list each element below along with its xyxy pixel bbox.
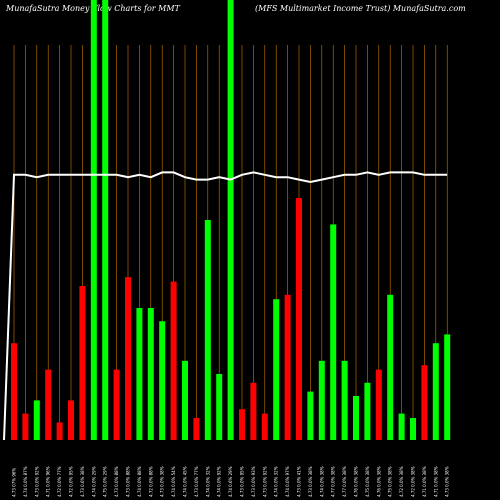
bar [284,294,291,440]
bar [364,382,371,440]
chart-title-right: (MFS Multimarket Income Trust) MunafaSut… [255,4,466,13]
x-tick-label: 4.73 0.0% 88% [114,466,119,497]
x-tick-label: 4.71 0.0% 38% [433,466,438,497]
x-tick-label: 4.77 0.0% 38% [342,466,347,497]
bar [375,369,382,440]
x-tick-label: 4.74 0.0% 54% [171,466,176,497]
bar [421,365,428,440]
x-tick-label: 4.73 0.0% 88% [126,466,131,497]
x-tick-label: 4.73 0.0% 93% [251,466,256,497]
bar [79,286,86,440]
bar [261,413,268,440]
bar [444,334,451,440]
bar [33,400,40,440]
x-tick-label: 4.73 0.0% 77% [194,466,199,497]
x-tick-label: 4.76 0.0% 38% [376,466,381,497]
x-tick-label: 4.71 0.0% 96% [46,466,51,497]
x-axis-labels: 4.73 07% 96% 4.74 0.0% 87% 4.73 0.0% 92% 4.… [12,466,450,497]
bar [307,391,314,440]
bar [68,400,74,440]
bar [273,299,280,440]
bar [398,413,405,440]
bar [204,220,211,440]
x-tick-label: 4.71 0.0% 38% [422,466,427,497]
bar [125,277,131,440]
x-tick-label: 4.72 0.0% 88% [148,466,153,497]
x-tick-label: 4.74 0.0% 32% [205,466,210,497]
x-tick-label: 4.74 0.0% 97% [285,466,290,497]
x-tick-label: 4.72 0.0% 95% [69,466,74,497]
x-tick-label: 4.76 0.0% 38% [354,466,359,497]
x-tick-label: 4.73 0.0% 41% [297,466,302,497]
x-tick-label: 4.73 0.0% 38% [160,466,165,497]
x-tick-label: 4.73 0.6% 38% [80,466,85,497]
bar [353,396,359,440]
bar [341,360,348,440]
bar [182,360,188,440]
bar [193,418,200,440]
bar [387,294,394,440]
x-tick-label: 4.75 0.0% 38% [388,466,393,497]
bar [22,413,29,440]
bar [90,0,97,440]
x-tick-label: 4.73 0.0% 92% [262,466,267,497]
x-tick-label: 4.72 0.0% 77% [57,466,62,497]
bar [318,360,325,440]
bar [136,308,143,440]
x-tick-label: 4.74 0.0% 92% [217,466,222,497]
bar [432,343,439,440]
bar [159,321,166,440]
x-tick-label: 4.73 07% 96% [12,468,17,497]
bar [11,343,17,440]
bar [410,418,416,440]
bar [227,0,234,440]
x-tick-label: 4.74 0.0% 45% [183,466,188,497]
x-tick-label: 4.74 0.0% 32% [274,466,279,497]
bar [147,308,154,440]
bar-series [11,0,451,440]
bar [216,374,223,440]
x-tick-label: 4.72 0.0% 38% [399,466,404,497]
bar [56,422,63,440]
x-tick-label: 4.73 0.0% 38% [445,466,450,497]
x-tick-label: 4.74 0.6% 29% [228,466,233,497]
bar [102,0,109,440]
x-tick-label: 4.75 0.0% 38% [365,466,370,497]
x-tick-label: 4.73 0.0% 92% [34,466,39,497]
x-tick-label: 4.74 0.0% 88% [137,466,142,497]
x-tick-label: 4.74 0.0% 38% [319,466,324,497]
x-tick-label: 4.73 0.0% 38% [308,466,313,497]
price-line [3,171,448,441]
bar [170,281,177,440]
price-line-layer [3,171,448,441]
bar [45,369,52,440]
bar [250,382,257,440]
x-tick-label: 4.73 0.0% 95% [240,466,245,497]
bar [113,369,120,440]
bar [239,409,245,440]
bar [330,224,337,440]
x-tick-label: 4.74 0.0% 29% [91,466,96,497]
x-tick-label: 4.72 0.0% 38% [411,466,416,497]
x-tick-label: 4.74 0.0% 87% [23,466,28,497]
x-tick-label: 4.77 0.0% 38% [331,466,336,497]
bar [296,198,302,440]
x-tick-label: 4.75 0.0% 29% [103,466,108,497]
